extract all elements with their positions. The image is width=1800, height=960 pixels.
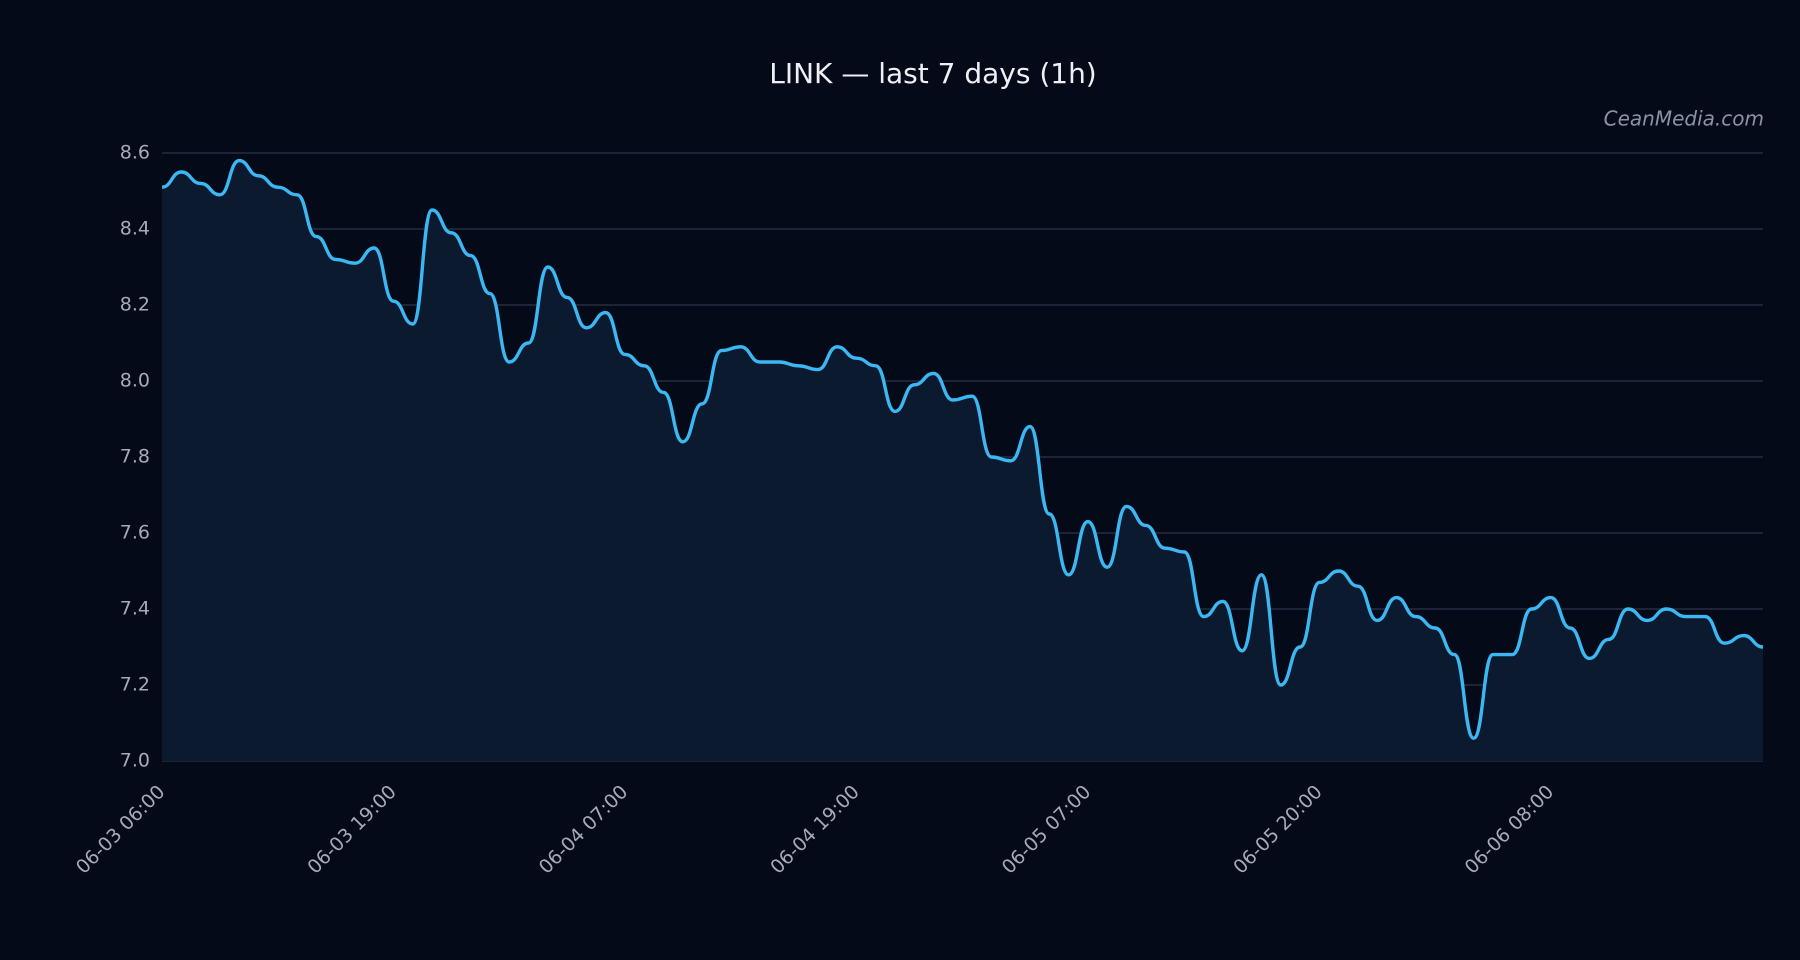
y-tick-label: 8.0 [120,370,150,392]
y-tick-label: 7.6 [120,522,150,544]
y-tick-label: 8.6 [120,142,150,164]
chart-title: LINK — last 7 days (1h) [769,57,1096,90]
y-tick-label: 7.2 [120,674,150,696]
y-tick-label: 8.4 [120,218,150,240]
y-tick-label: 8.2 [120,294,150,316]
line [161,158,1764,740]
area [162,160,1763,762]
watermark: CeanMedia.com [1604,107,1764,131]
y-tick-label: 7.0 [120,750,150,772]
y-tick-label: 7.4 [120,598,150,620]
y-tick-label: 7.8 [120,446,150,468]
